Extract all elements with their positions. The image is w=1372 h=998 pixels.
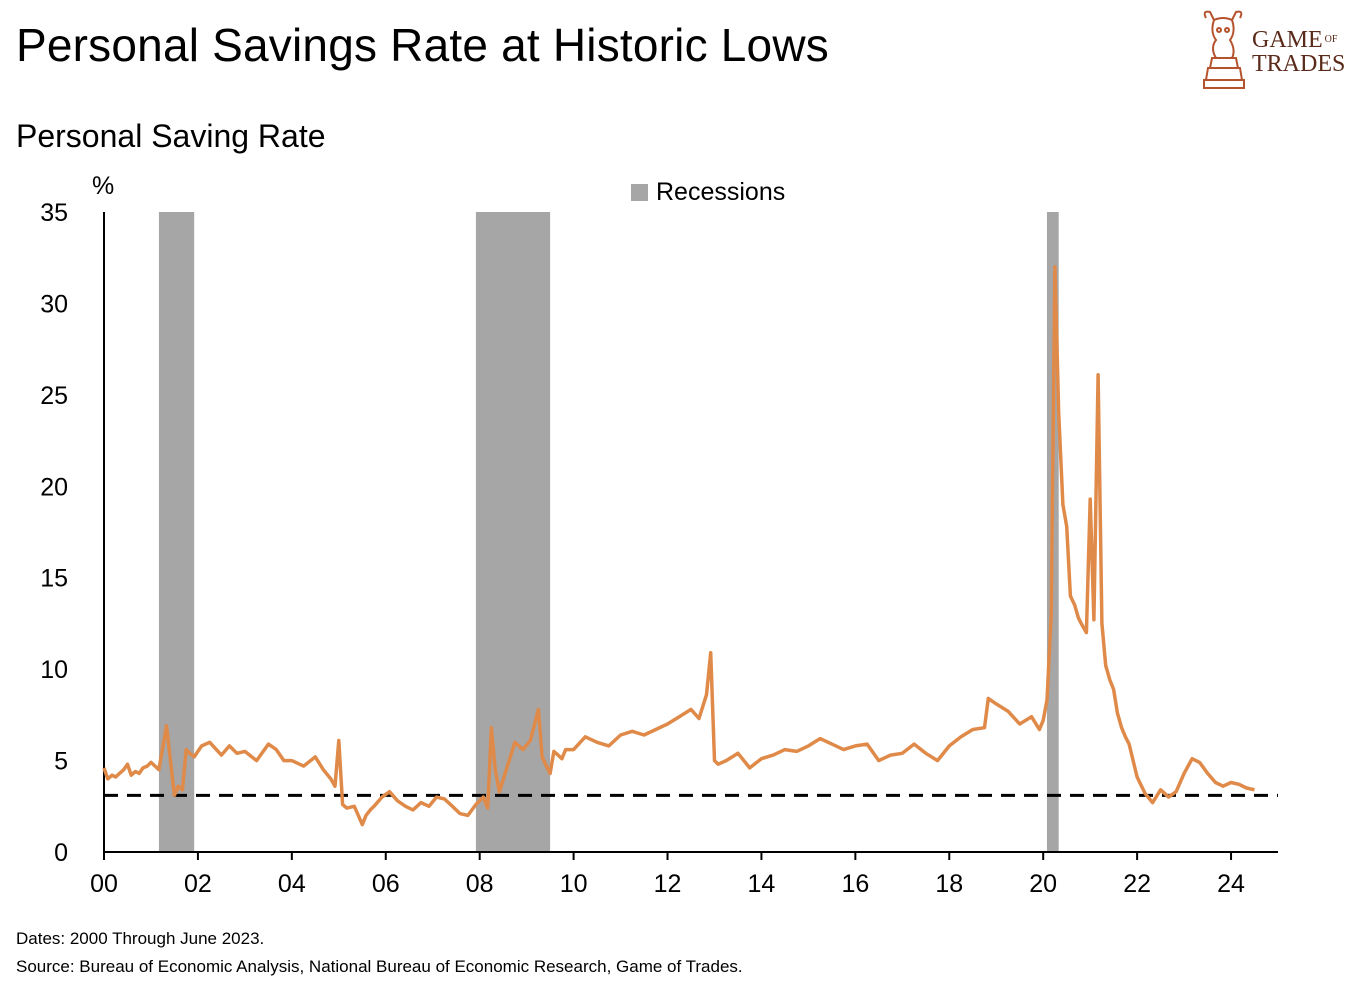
recession-band-1 bbox=[475, 212, 551, 852]
series-line-personal-saving-rate bbox=[102, 265, 1255, 827]
legend-swatch-recessions bbox=[631, 184, 648, 201]
x-tick-label: 06 bbox=[372, 870, 400, 898]
x-tick-label: 14 bbox=[748, 870, 776, 898]
y-tick-label: 10 bbox=[40, 656, 68, 684]
page-title: Personal Savings Rate at Historic Lows bbox=[16, 19, 829, 71]
y-tick-label: 35 bbox=[40, 199, 68, 227]
logo-line2: TRADES bbox=[1252, 51, 1346, 77]
bull-knight-chess-icon bbox=[1203, 10, 1245, 89]
y-tick-label: 25 bbox=[40, 382, 68, 410]
chart-container: 0 5 10 15 20 25 30 35% 00 02 04 06 08 10 12 14 16 18 20 22 2… bbox=[0, 160, 1372, 915]
y-tick-label: 5 bbox=[54, 748, 68, 776]
x-tick-label: 00 bbox=[90, 870, 118, 898]
y-tick-label: 15 bbox=[40, 565, 68, 593]
x-tick-label: 24 bbox=[1217, 870, 1245, 898]
game-of-trades-logo bbox=[1196, 8, 1356, 94]
y-axis-unit-label: % bbox=[92, 172, 114, 200]
logo-wordmark: GAME OF TRADES bbox=[1252, 28, 1345, 76]
axes: 0 5 10 15 20 25 30 35% 00 02 04 06 08 10 12 14 16 18 20 22 2… bbox=[40, 172, 1278, 898]
x-tick-label: 08 bbox=[466, 870, 494, 898]
footnote-source: Source: Bureau of Economic Analysis, Nat… bbox=[16, 957, 743, 976]
recession-bands bbox=[158, 212, 1059, 852]
footnote-dates: Dates: 2000 Through June 2023. bbox=[16, 929, 265, 948]
series-group bbox=[102, 265, 1255, 827]
x-tick-label: 22 bbox=[1123, 870, 1151, 898]
logo-line1: GAME bbox=[1252, 27, 1323, 53]
x-tick-label: 18 bbox=[935, 870, 963, 898]
line-chart: 0 5 10 15 20 25 30 35% 00 02 04 06 08 10 12 14 16 18 20 22 2… bbox=[40, 172, 1278, 898]
y-tick-label: 20 bbox=[40, 473, 68, 501]
recession-band-0 bbox=[158, 212, 195, 852]
x-tick-label: 20 bbox=[1029, 870, 1057, 898]
y-tick-label: 30 bbox=[40, 290, 68, 318]
x-tick-label: 04 bbox=[278, 870, 306, 898]
x-tick-label: 10 bbox=[560, 870, 588, 898]
legend: Recessions bbox=[631, 178, 785, 206]
x-tick-label: 12 bbox=[654, 870, 682, 898]
y-tick-label: 0 bbox=[54, 839, 68, 867]
legend-label-recessions: Recessions bbox=[656, 178, 785, 206]
x-tick-label: 16 bbox=[841, 870, 869, 898]
chart-subtitle: Personal Saving Rate bbox=[16, 118, 326, 154]
x-tick-label: 02 bbox=[184, 870, 212, 898]
logo-of: OF bbox=[1324, 34, 1338, 45]
